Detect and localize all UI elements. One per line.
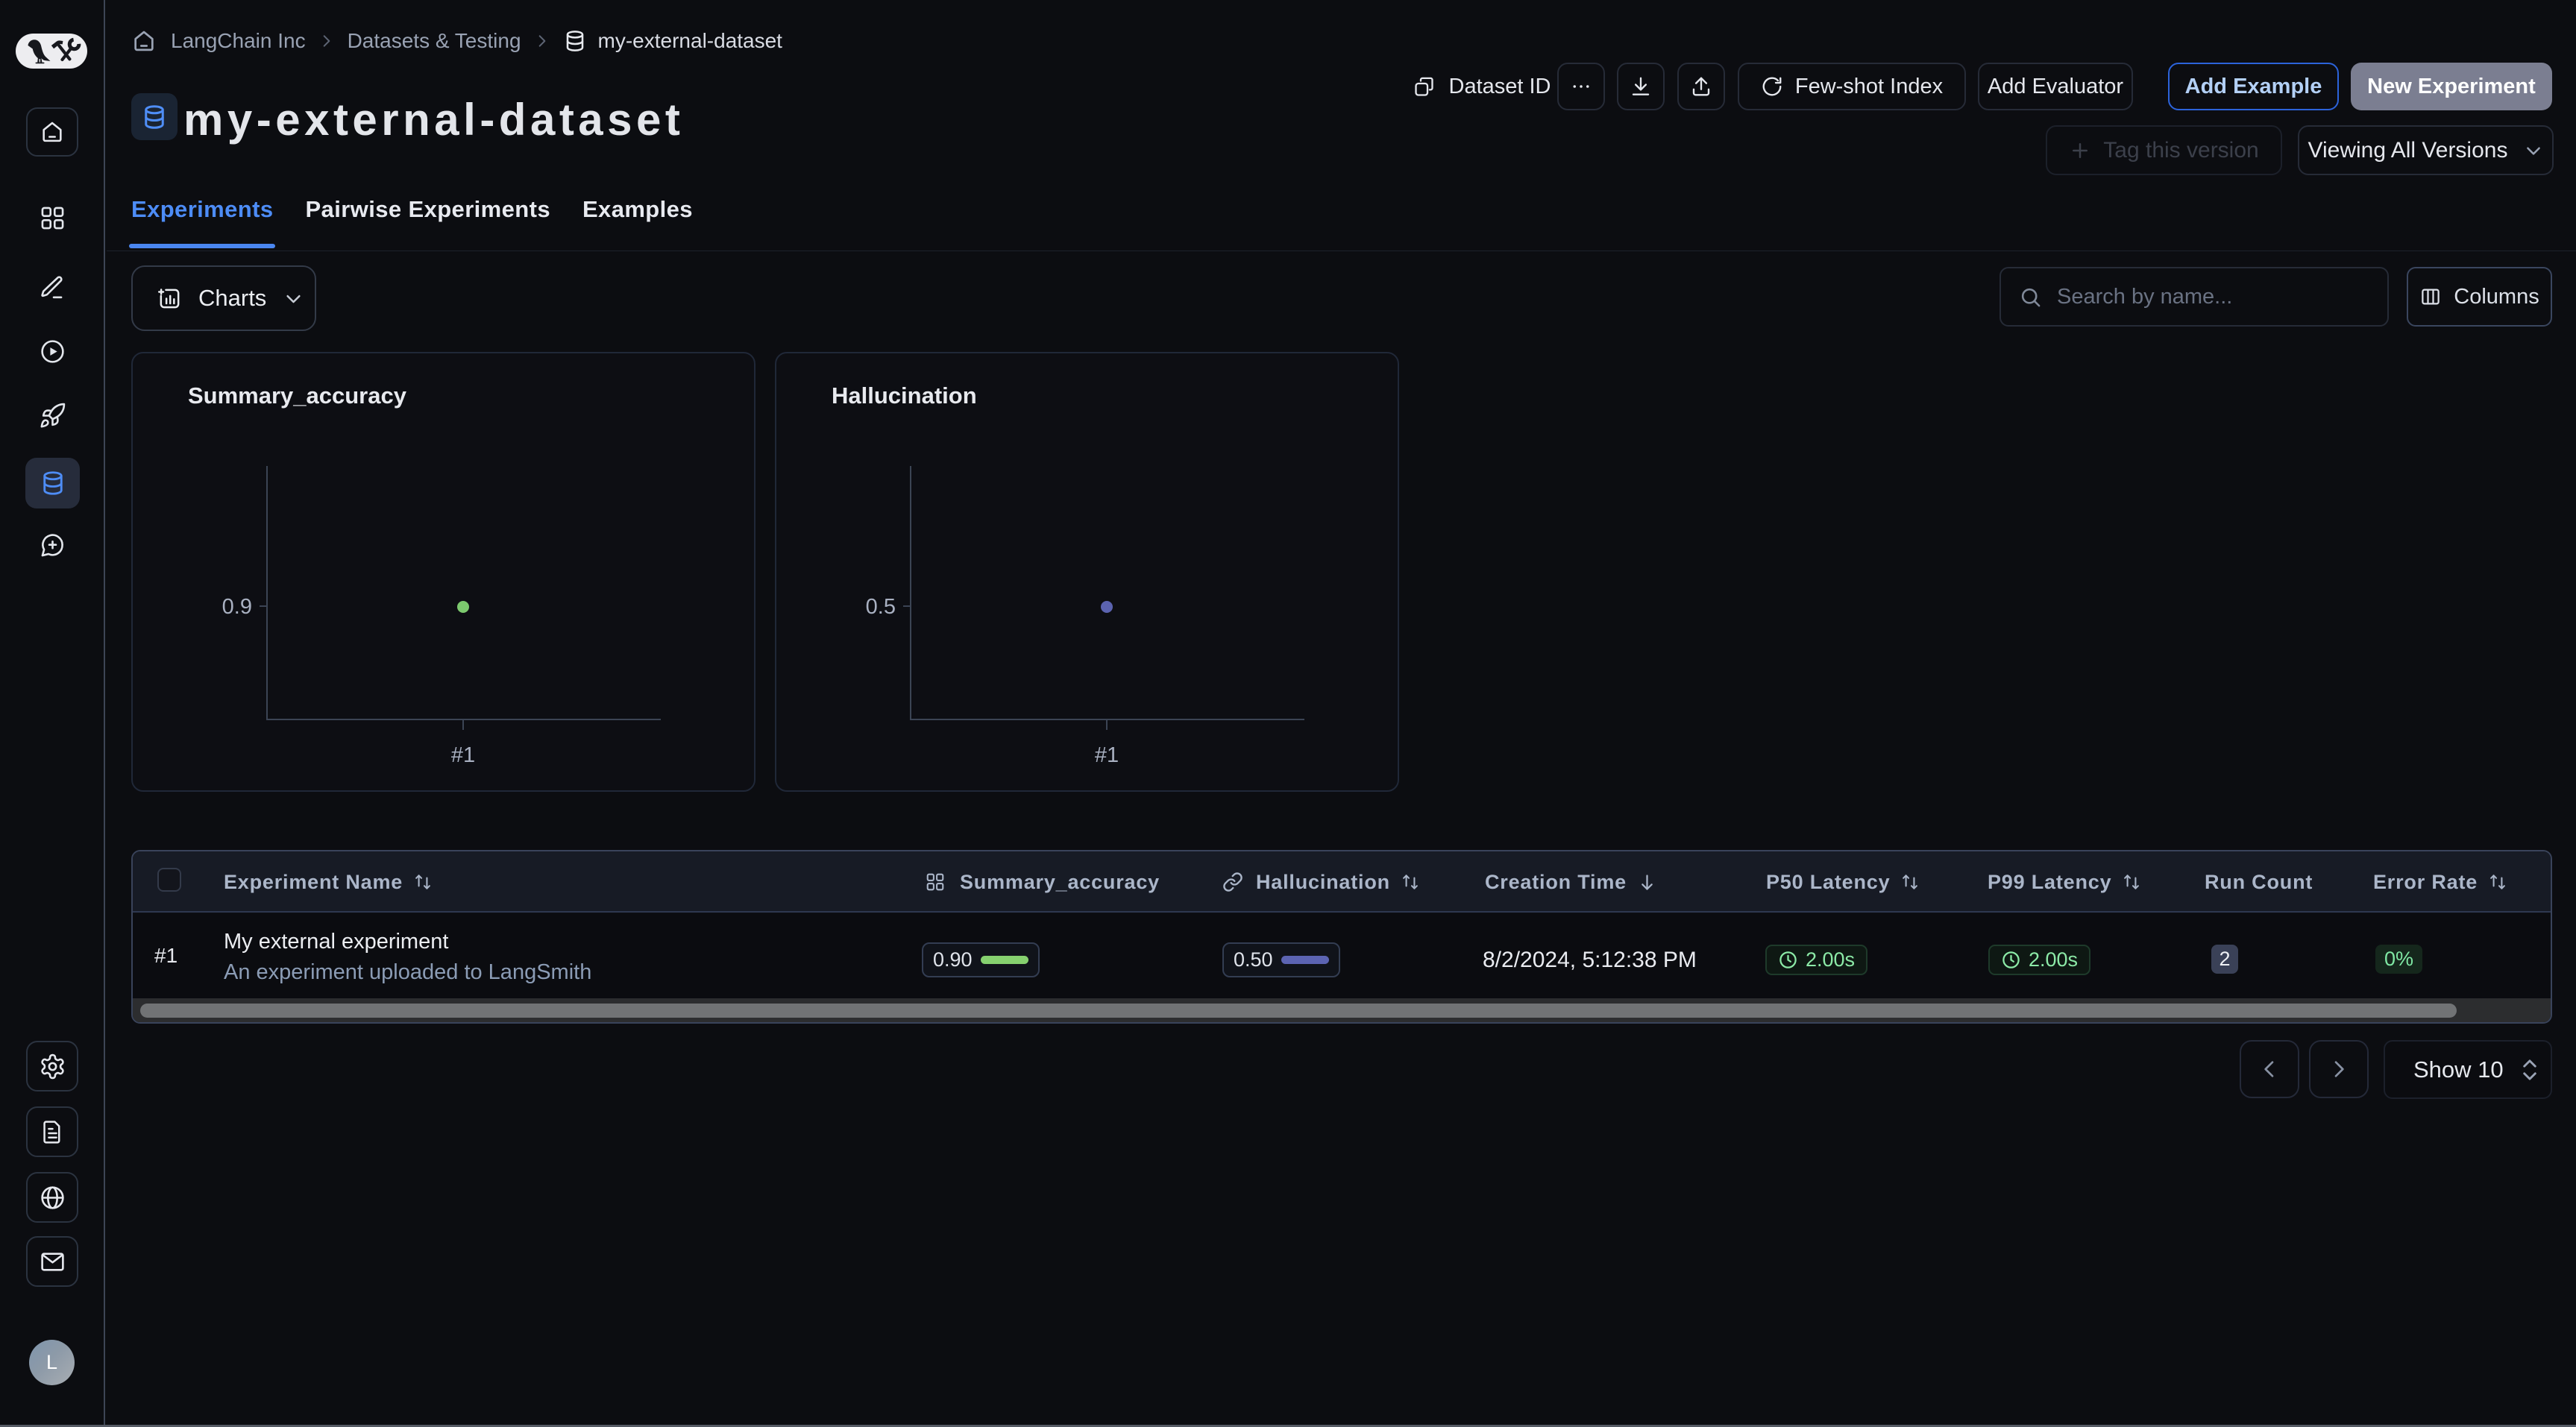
svg-text:#1: #1 bbox=[1095, 743, 1119, 767]
svg-text:0.9: 0.9 bbox=[222, 595, 252, 619]
svg-text:#1: #1 bbox=[451, 743, 475, 767]
svg-text:0.5: 0.5 bbox=[866, 595, 896, 619]
